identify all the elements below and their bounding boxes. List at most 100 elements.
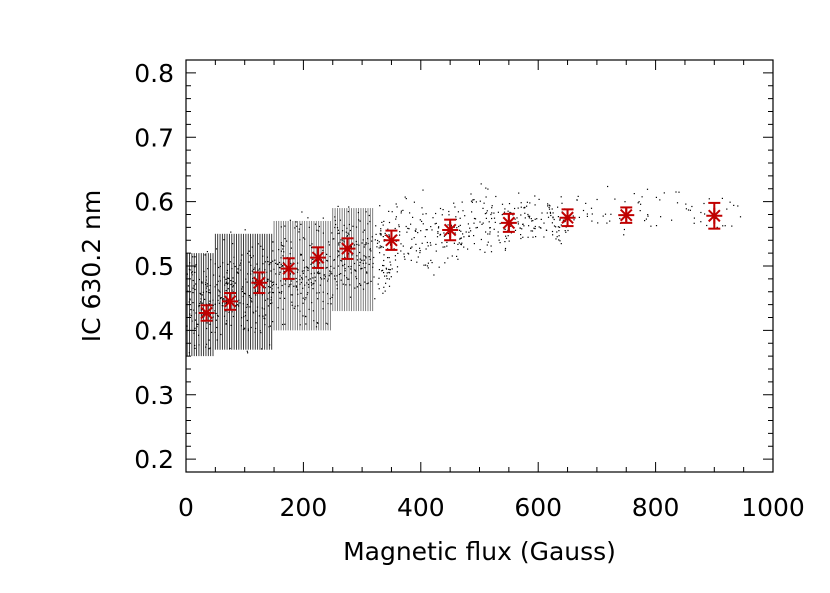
asterisk-stroke xyxy=(200,306,213,320)
scatter-dot xyxy=(281,284,283,287)
scatter-dot xyxy=(282,265,284,267)
scatter-dot xyxy=(290,294,292,296)
scatter-dot xyxy=(251,301,253,303)
scatter-dot xyxy=(189,299,191,301)
scatter-dot xyxy=(400,250,402,252)
scatter-dot xyxy=(275,262,277,264)
scatter-dot xyxy=(454,232,456,234)
scatter-dot xyxy=(619,217,621,220)
scatter-dot xyxy=(281,265,283,267)
scatter-dot xyxy=(396,206,398,208)
y-tick-label: 0.6 xyxy=(134,188,174,217)
scatter-dot xyxy=(467,248,469,250)
scatter-dot xyxy=(721,197,723,199)
scatter-dot xyxy=(316,322,318,324)
mean-point xyxy=(251,271,268,295)
scatter-dot xyxy=(485,217,487,219)
scatter-dot xyxy=(312,283,314,285)
scatter-dot xyxy=(604,213,607,215)
scatter-dot xyxy=(404,196,406,198)
scatter-dot xyxy=(463,236,465,238)
scatter-dot xyxy=(338,251,340,253)
scatter-dot xyxy=(293,307,295,309)
scatter-dot xyxy=(529,202,531,204)
scatter-dot xyxy=(267,278,269,280)
scatter-dot xyxy=(232,286,234,288)
scatter-dot xyxy=(382,246,384,248)
scatter-dot xyxy=(201,282,203,284)
scatter-dot xyxy=(558,230,560,232)
scatter-dot xyxy=(378,241,380,243)
scatter-dot xyxy=(555,238,557,240)
scatter-dot xyxy=(222,305,224,307)
scatter-dot xyxy=(310,263,312,265)
scatter-dot xyxy=(602,215,604,217)
scatter-dot xyxy=(467,223,469,225)
scatter-dot xyxy=(560,196,562,198)
scatter-dot xyxy=(395,203,397,205)
scatter-dot xyxy=(633,193,635,195)
scatter-dot xyxy=(389,272,391,274)
scatter-dot xyxy=(381,221,383,223)
scatter-dot xyxy=(473,222,475,224)
scatter-dot xyxy=(209,347,211,349)
scatter-dot xyxy=(607,185,609,188)
scatter-dot xyxy=(560,224,562,226)
scatter-dot xyxy=(383,286,385,288)
scatter-dot xyxy=(456,255,458,257)
scatter-dot xyxy=(366,271,368,273)
scatter-dot xyxy=(377,239,379,242)
scatter-dot xyxy=(237,268,239,270)
scatter-dot xyxy=(527,215,529,217)
scatter-dot xyxy=(714,217,716,219)
scatter-dot xyxy=(199,305,201,307)
scatter-dot xyxy=(549,205,551,207)
scatter-dot xyxy=(302,287,304,289)
scatter-dot xyxy=(379,205,381,207)
scatter-dot xyxy=(430,226,432,228)
scatter-dot xyxy=(318,262,321,264)
scatter-dot xyxy=(225,282,227,284)
scatter-dot xyxy=(194,344,196,347)
scatter-dot xyxy=(257,243,259,245)
scatter-dot xyxy=(557,216,559,218)
scatter-dot xyxy=(407,227,409,229)
scatter-dot xyxy=(370,250,372,252)
asterisk-stroke xyxy=(707,209,721,223)
scatter-dot xyxy=(274,259,276,261)
scatter-dot xyxy=(556,231,558,233)
scatter-dot xyxy=(394,255,396,257)
scatter-dot xyxy=(307,267,309,269)
scatter-dot xyxy=(389,261,391,263)
scatter-dot xyxy=(345,231,347,233)
scatter-dot xyxy=(485,231,487,233)
scatter-dot xyxy=(204,298,206,300)
scatter-dot xyxy=(557,206,559,208)
scatter-dot xyxy=(383,220,385,222)
scatter-dot xyxy=(380,247,382,249)
scatter-dot xyxy=(194,266,196,268)
scatter-dot xyxy=(366,272,368,274)
scatter-dot xyxy=(444,246,446,248)
scatter-dot xyxy=(405,225,407,228)
scatter-dot xyxy=(474,218,477,220)
scatter-dot xyxy=(254,283,256,285)
scatter-dot xyxy=(206,327,208,330)
scatter-dot xyxy=(424,236,426,238)
scatter-dot xyxy=(578,216,580,218)
scatter-dot xyxy=(645,218,647,220)
scatter-dot xyxy=(596,198,598,201)
x-tick-label: 1000 xyxy=(741,493,805,522)
scatter-dot xyxy=(246,303,248,306)
scatter-dot xyxy=(344,267,346,270)
scatter-dot xyxy=(192,287,194,289)
scatter-dot xyxy=(359,261,361,263)
scatter-dot xyxy=(490,251,493,253)
scatter-dot xyxy=(383,254,385,256)
scatter-dot xyxy=(447,257,449,259)
scatter-dot xyxy=(218,295,220,297)
scatter-dot xyxy=(521,228,523,230)
scatter-dot xyxy=(267,261,269,263)
scatter-dot xyxy=(277,263,279,265)
scatter-dot xyxy=(262,315,264,317)
